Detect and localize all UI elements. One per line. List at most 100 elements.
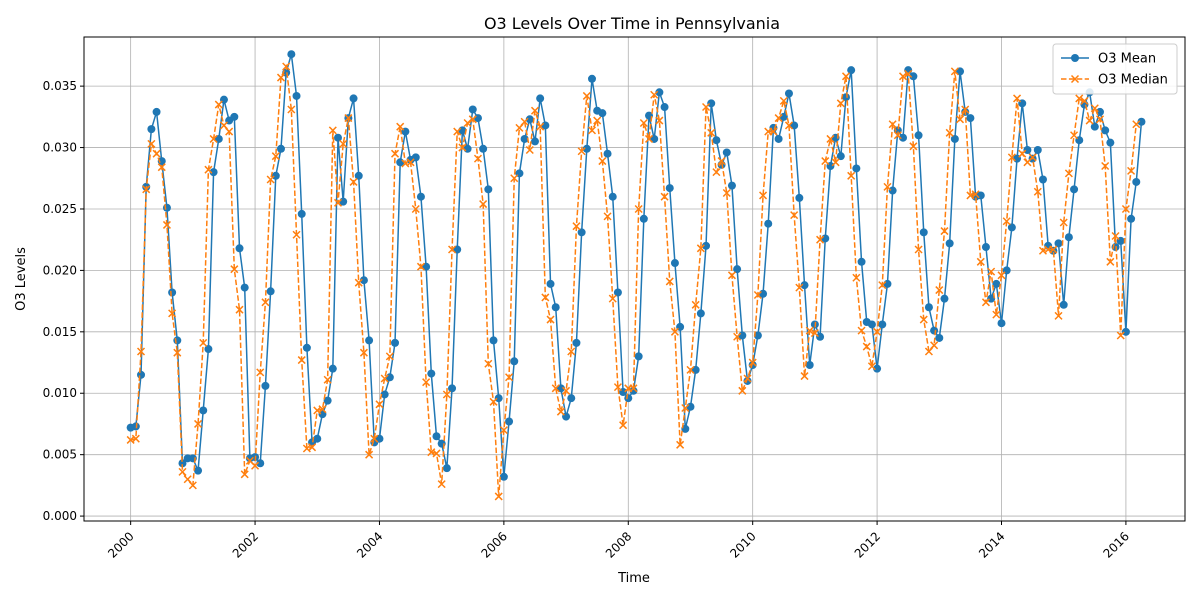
o3-median-point xyxy=(442,390,451,399)
o3-mean-point xyxy=(287,50,296,59)
o3-median-point xyxy=(613,383,622,392)
o3-median-point xyxy=(1070,131,1079,140)
o3-median-point xyxy=(852,273,861,282)
o3-mean-point xyxy=(349,94,358,103)
o3-median-point xyxy=(945,128,954,137)
o3-median-point xyxy=(499,426,508,435)
o3-median-point xyxy=(551,384,560,393)
o3-median-point xyxy=(790,211,799,220)
o3-median-point xyxy=(582,91,591,100)
o3-mean-point xyxy=(639,214,648,223)
o3-mean-point xyxy=(852,164,861,173)
o3-median-point xyxy=(1127,166,1136,175)
o3-median-point xyxy=(276,73,286,82)
o3-median-point xyxy=(1080,96,1089,105)
o3-median-point xyxy=(240,470,249,479)
o3-median-point xyxy=(390,149,400,158)
o3-median-point xyxy=(1013,94,1022,103)
o3-median-point xyxy=(779,96,788,105)
o3-median-point xyxy=(1018,149,1027,158)
o3-mean-point xyxy=(354,171,363,180)
o3-median-point xyxy=(365,450,374,459)
o3-median-point xyxy=(841,72,851,81)
o3-median-point xyxy=(261,298,270,307)
o3-median-point xyxy=(530,106,540,115)
o3-median-point xyxy=(344,114,353,123)
o3-median-point xyxy=(468,115,477,124)
o3-mean-point xyxy=(603,149,612,158)
o3-mean-point xyxy=(613,288,622,297)
o3-mean-point xyxy=(1059,300,1068,309)
o3-mean-point xyxy=(1121,327,1130,336)
o3-mean-point xyxy=(899,133,908,142)
o3-mean-point xyxy=(1064,233,1073,242)
o3-mean-point xyxy=(510,357,519,366)
o3-mean-point xyxy=(499,472,508,481)
o3-mean-point xyxy=(442,464,451,473)
o3-mean-point xyxy=(489,336,498,345)
o3-mean-point xyxy=(712,136,721,145)
o3-median-point xyxy=(888,120,897,129)
o3-median-point xyxy=(572,222,581,231)
o3-median-point xyxy=(702,102,711,112)
o3-median-point xyxy=(173,348,182,357)
o3-median-point xyxy=(370,434,379,443)
o3-median-point xyxy=(453,127,462,136)
o3-median-point xyxy=(696,244,705,253)
o3-median-point xyxy=(831,158,840,167)
o3-median-point xyxy=(598,157,607,166)
o3-mean-point xyxy=(328,364,337,373)
o3-median-point xyxy=(743,374,752,383)
o3-median-point xyxy=(800,372,809,381)
o3-mean-point xyxy=(546,279,555,288)
o3-mean-point xyxy=(924,303,933,312)
legend-o3-median-marker xyxy=(1070,74,1080,84)
o3-mean-point xyxy=(152,107,161,116)
o3-mean-point xyxy=(432,432,441,441)
o3-median-point xyxy=(1064,169,1073,178)
o3-median-point xyxy=(230,265,239,274)
o3-median-point xyxy=(904,69,913,78)
y-tick-label: 0.005 xyxy=(43,448,77,462)
o3-median-point xyxy=(691,300,700,309)
o3-median-point xyxy=(142,185,151,194)
o3-median-point xyxy=(1028,153,1037,162)
o3-mean-point xyxy=(276,144,285,153)
o3-median-point xyxy=(650,90,659,99)
o3-mean-point xyxy=(375,434,384,443)
o3-mean-point xyxy=(168,288,177,297)
y-axis-title: O3 Levels xyxy=(14,247,29,311)
o3-median-point xyxy=(282,62,291,71)
o3-median-point xyxy=(935,286,944,295)
o3-mean-point xyxy=(733,265,742,274)
y-tick-label: 0.015 xyxy=(43,325,77,339)
o3-mean-point xyxy=(302,343,311,352)
o3-median-point xyxy=(660,192,669,201)
o3-median-point xyxy=(136,347,146,356)
o3-median-point xyxy=(458,143,467,152)
o3-median-point xyxy=(437,480,446,489)
o3-mean-point xyxy=(878,320,887,329)
o3-mean-point xyxy=(194,466,203,475)
o3-mean-point xyxy=(380,390,389,399)
o3-median-point xyxy=(251,461,260,470)
o3-mean-point xyxy=(333,133,342,142)
o3-mean-point xyxy=(1054,239,1063,248)
o3-mean-point xyxy=(696,309,705,318)
o3-median-point xyxy=(748,358,757,367)
o3-mean-point xyxy=(556,384,565,393)
o3-median-point xyxy=(152,149,161,158)
o3-median-point xyxy=(209,134,218,143)
o3-median-point xyxy=(950,67,959,76)
o3-mean-point xyxy=(992,279,1001,288)
o3-mean-point xyxy=(608,192,617,201)
o3-median-point xyxy=(536,122,545,131)
o3-median-point xyxy=(1095,115,1105,124)
o3-mean-point xyxy=(670,259,679,268)
o3-median-point xyxy=(712,168,721,177)
o3-mean-point xyxy=(795,193,804,202)
legend-o3-median-label: O3 Median xyxy=(1098,73,1168,88)
o3-median-point xyxy=(867,362,876,371)
